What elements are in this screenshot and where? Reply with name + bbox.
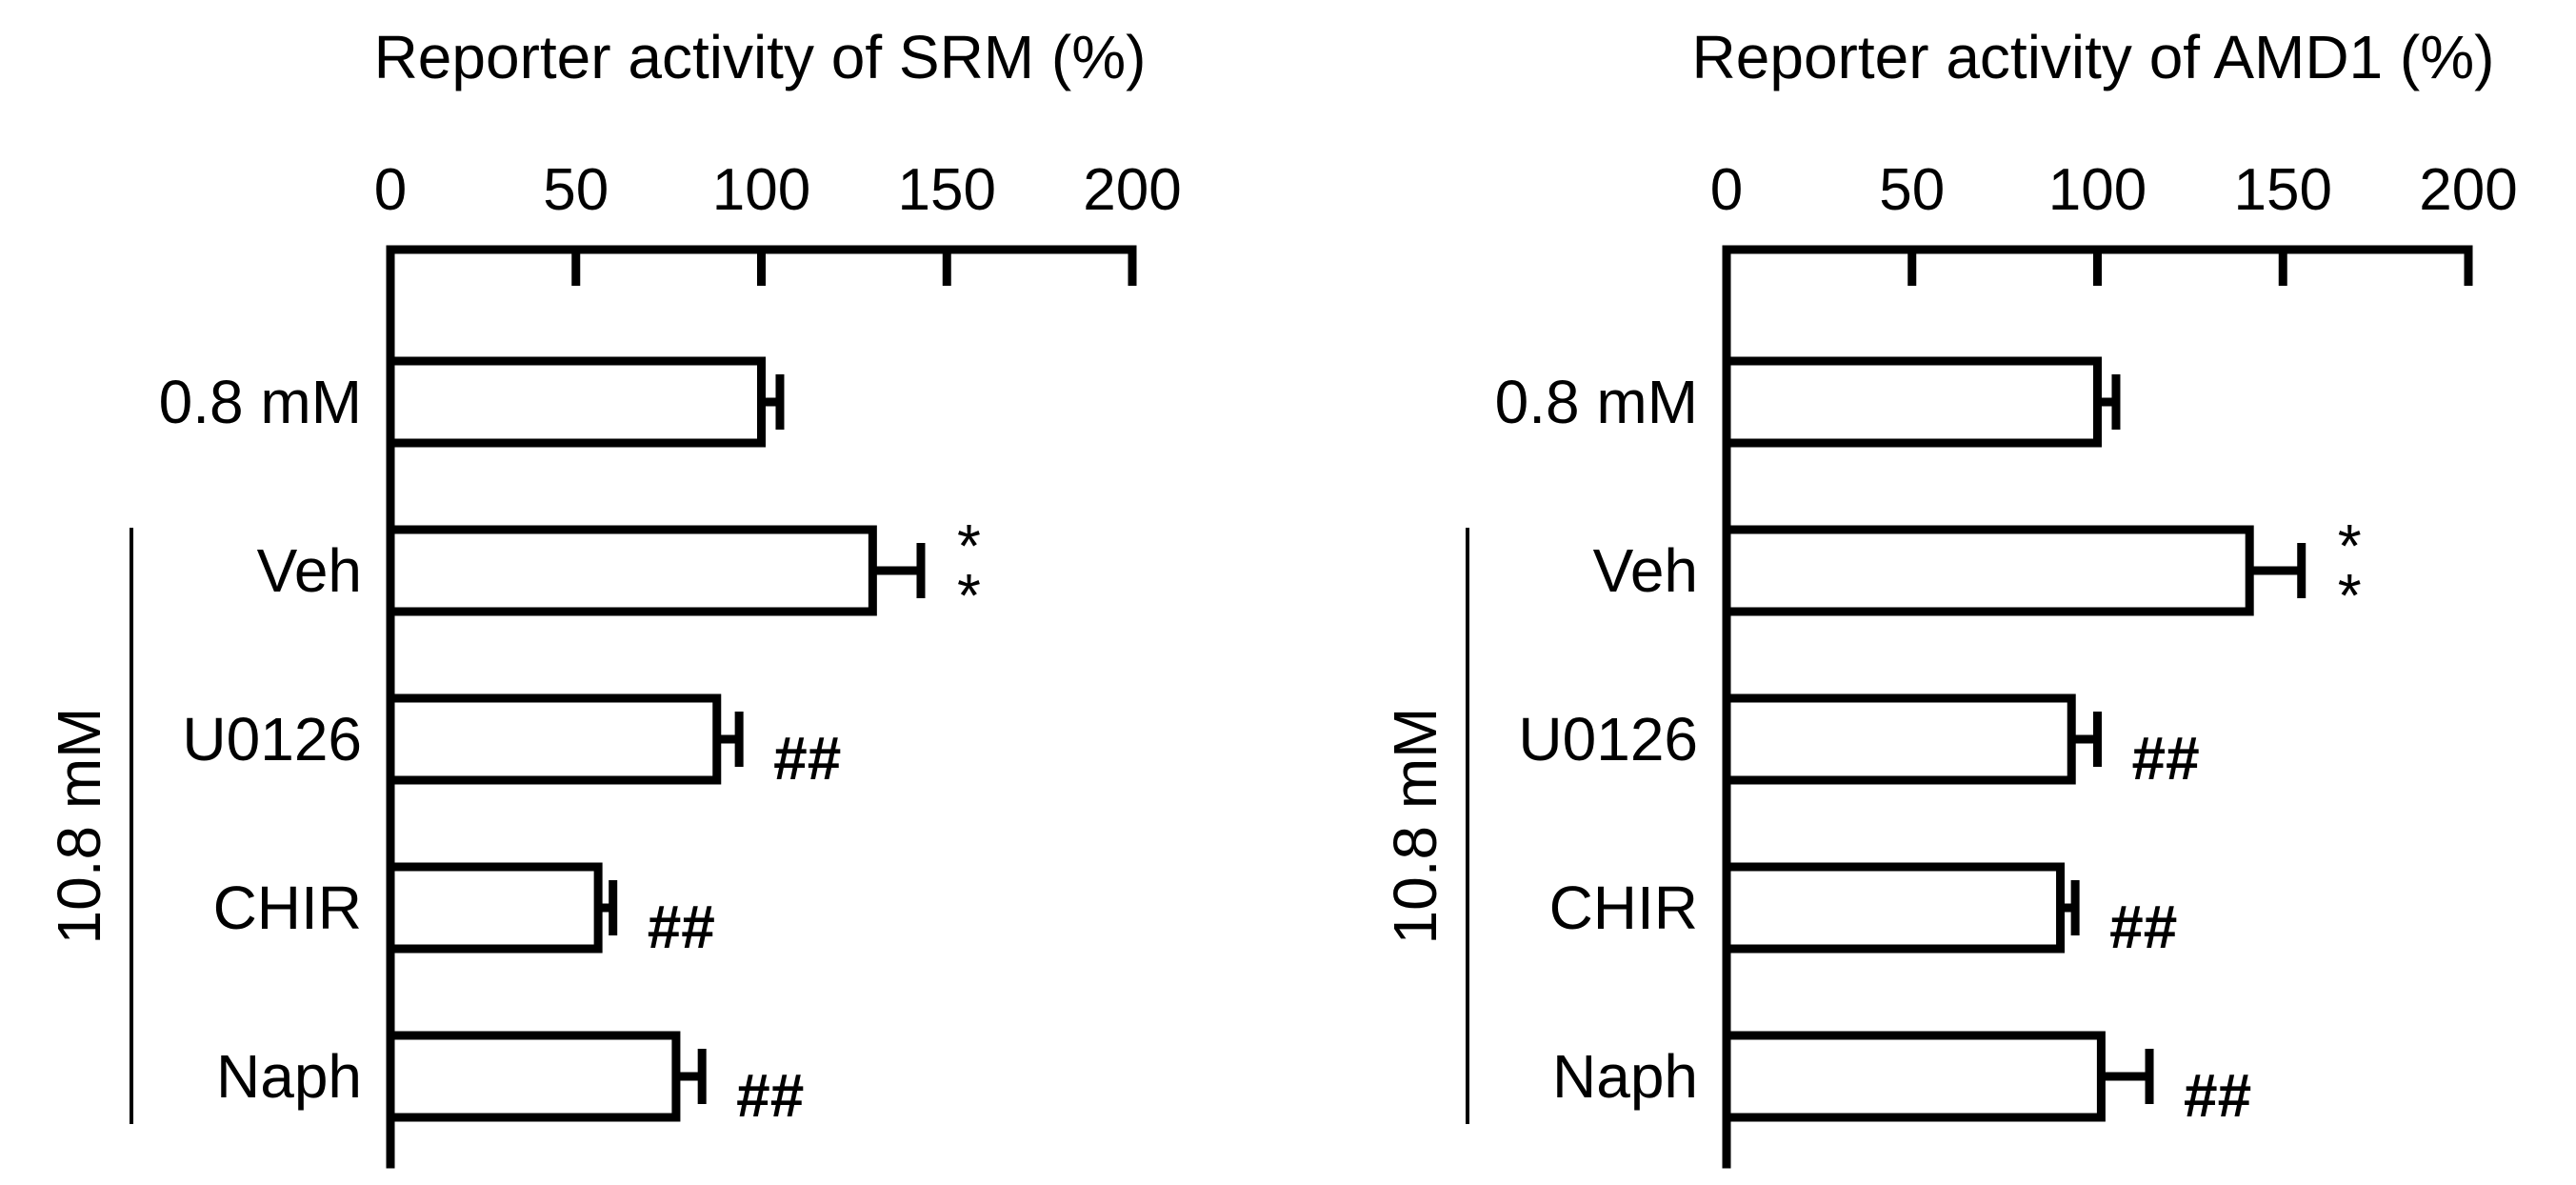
x-tick-label: 100 <box>712 157 810 223</box>
bar <box>1722 862 2066 954</box>
x-tick-label: 200 <box>1083 157 1181 223</box>
group-label: 10.8 mM <box>1381 708 1449 945</box>
chart-right: Reporter activity of AMD1 (%) 0 50 100 150 2… <box>1381 23 2518 1169</box>
significance-marker: * <box>2338 561 2362 630</box>
group-label: 10.8 mM <box>45 708 113 945</box>
bar <box>386 356 766 448</box>
x-tick-label: 0 <box>1710 157 1743 223</box>
significance-marker: * <box>957 561 981 630</box>
category-label: U0126 <box>182 705 362 773</box>
x-tick-label: 0 <box>374 157 407 223</box>
bar <box>386 525 877 616</box>
x-tick-label: 50 <box>1879 157 1945 223</box>
bar <box>1722 356 2102 448</box>
chart-title: Reporter activity of SRM (%) <box>374 23 1147 91</box>
chart-left: Reporter activity of SRM (%) 0 50 100 150 20… <box>45 23 1182 1169</box>
category-label: Veh <box>1593 536 1698 605</box>
bar <box>386 1031 681 1122</box>
bar <box>1722 525 2254 616</box>
x-tick-label: 150 <box>2234 157 2332 223</box>
x-tick-label: 50 <box>543 157 609 223</box>
significance-marker: ## <box>736 1061 804 1130</box>
significance-marker: ## <box>773 724 841 793</box>
bar <box>386 862 603 954</box>
significance-marker: ## <box>648 893 715 961</box>
significance-marker: * <box>2338 512 2362 580</box>
bar <box>386 693 722 785</box>
x-tick-label: 200 <box>2419 157 2517 223</box>
bar <box>1722 1031 2106 1122</box>
x-tick-label: 150 <box>898 157 996 223</box>
category-label: Naph <box>216 1042 362 1111</box>
category-label: Veh <box>257 536 362 605</box>
significance-marker: * <box>957 512 981 580</box>
significance-marker: ## <box>2132 724 2200 793</box>
significance-marker: ## <box>2109 893 2177 961</box>
category-label: 0.8 mM <box>159 368 362 436</box>
category-label: 0.8 mM <box>1495 368 1698 436</box>
category-label: U0126 <box>1518 705 1698 773</box>
x-tick-label: 100 <box>2048 157 2147 223</box>
bar <box>1722 693 2076 785</box>
chart-title: Reporter activity of AMD1 (%) <box>1692 23 2495 91</box>
category-label: Naph <box>1552 1042 1698 1111</box>
category-label: CHIR <box>1549 874 1698 942</box>
category-label: CHIR <box>213 874 362 942</box>
significance-marker: ## <box>2184 1061 2251 1130</box>
